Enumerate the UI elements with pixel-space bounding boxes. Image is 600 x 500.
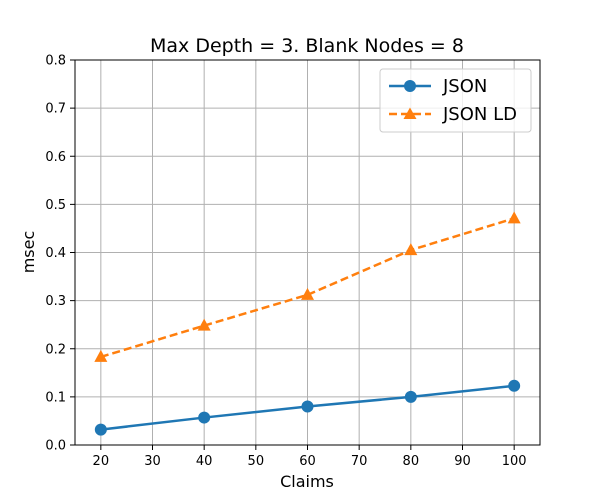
x-tick-label: 50 — [248, 454, 265, 469]
legend-jsonld-marker — [403, 107, 417, 119]
legend-jsonld-label: JSON LD — [442, 104, 517, 125]
axis-ticks: 20 30 40 50 60 70 80 90 100 0.0 0.1 0.2 0.3 0.4 0.5 0.6… — [45, 54, 526, 470]
x-tick-label: 90 — [454, 454, 471, 469]
x-axis-label: Claims — [280, 472, 334, 491]
legend-json-label: JSON — [442, 76, 487, 97]
data-point — [404, 390, 417, 403]
chart-title: Max Depth = 3. Blank Nodes = 8 — [150, 35, 464, 57]
data-point — [197, 318, 211, 331]
y-tick-label: 0.6 — [45, 150, 66, 165]
data-series — [94, 211, 521, 436]
y-tick-label: 0.8 — [45, 54, 66, 69]
y-tick-label: 0.4 — [45, 246, 66, 261]
y-tick-label: 0.2 — [45, 342, 66, 357]
x-tick-label: 70 — [351, 454, 368, 469]
x-tick-label: 40 — [196, 454, 213, 469]
data-point — [404, 243, 418, 256]
x-tick-label: 30 — [144, 454, 161, 469]
x-tick-label: 20 — [93, 454, 110, 469]
data-point — [94, 349, 108, 362]
data-point — [301, 400, 314, 413]
x-tick-label: 60 — [299, 454, 316, 469]
data-point — [301, 287, 314, 300]
series-json — [94, 379, 521, 436]
data-point — [508, 379, 521, 392]
y-tick-label: 0.7 — [45, 102, 66, 117]
series-line-json-ld — [100, 217, 515, 359]
series-json-ld — [94, 211, 521, 362]
data-point — [198, 411, 211, 424]
y-tick-label: 0.0 — [45, 439, 66, 454]
x-tick-label: 100 — [502, 454, 527, 469]
y-tick-label: 0.3 — [45, 294, 66, 309]
y-axis-label: msec — [19, 231, 38, 274]
y-tick-label: 0.1 — [45, 390, 66, 405]
y-tick-label: 0.5 — [45, 198, 66, 213]
x-tick-label: 80 — [403, 454, 420, 469]
legend: JSON JSON LD — [379, 68, 532, 133]
data-point — [94, 423, 107, 436]
legend-json-marker — [404, 80, 416, 92]
data-point — [507, 211, 521, 224]
